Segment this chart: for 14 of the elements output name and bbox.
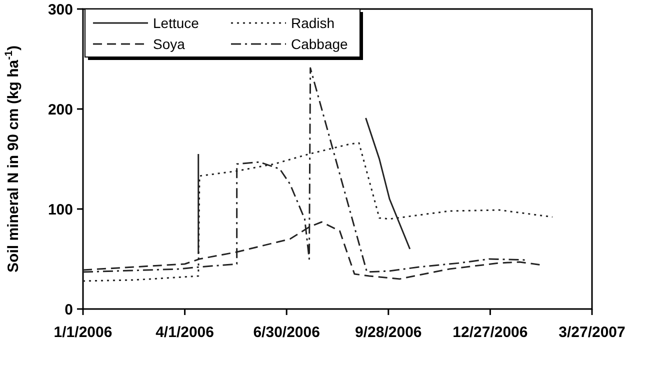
x-tick-label: 12/27/2006 <box>452 324 528 341</box>
y-tick-label: 200 <box>48 101 73 118</box>
x-tick-label: 4/1/2006 <box>156 324 214 341</box>
y-tick-label: 100 <box>48 201 73 218</box>
x-tick-label: 6/30/2006 <box>253 324 320 341</box>
legend-label: Soya <box>153 36 186 52</box>
legend-label: Cabbage <box>291 36 348 52</box>
y-tick-label: 300 <box>48 1 73 18</box>
x-tick-label: 9/28/2006 <box>355 324 422 341</box>
legend-label: Lettuce <box>153 14 200 31</box>
x-tick-label: 3/27/2007 <box>558 324 626 341</box>
y-tick-label: 0 <box>64 301 73 318</box>
x-tick-label: 1/1/2006 <box>54 324 112 341</box>
legend-label: Radish <box>291 14 335 31</box>
